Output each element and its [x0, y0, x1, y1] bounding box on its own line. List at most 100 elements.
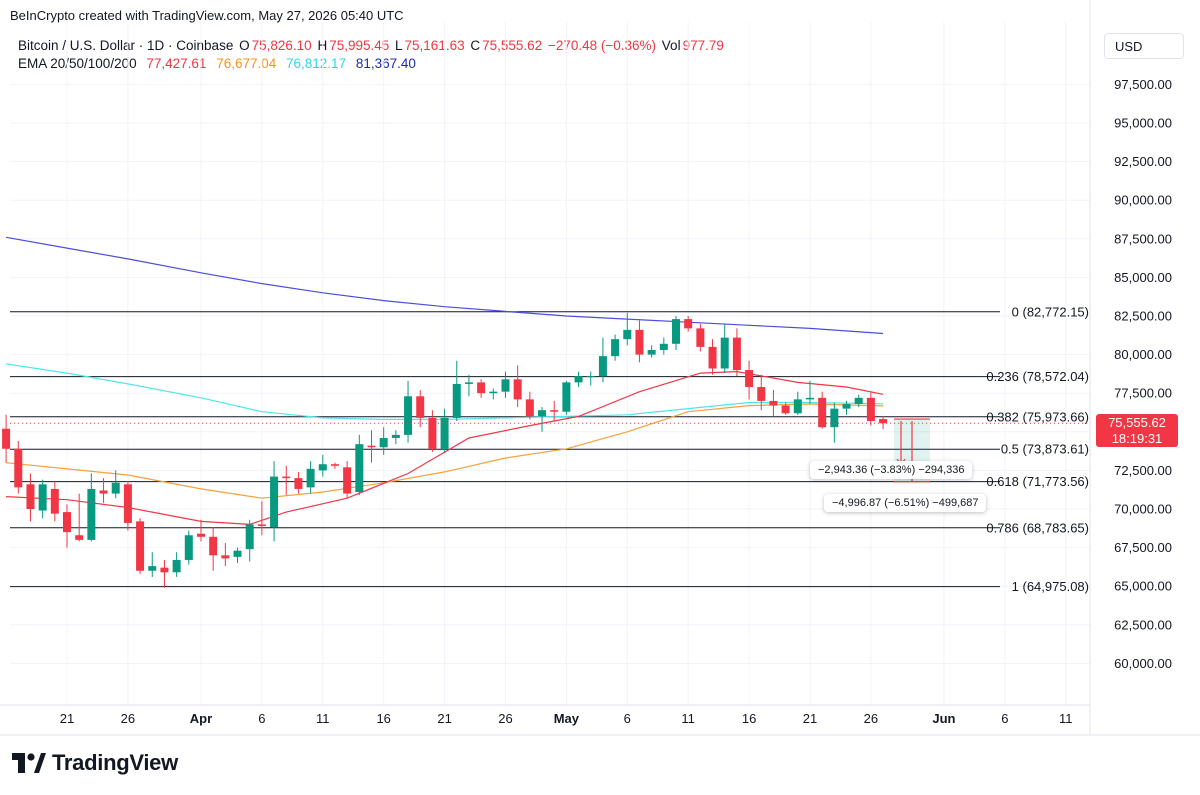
candle-body [87, 488, 96, 540]
y-axis-tick-label: 97,500.00 [1114, 77, 1172, 92]
y-axis-tick-label: 90,000.00 [1114, 193, 1172, 208]
candle-body [2, 428, 11, 449]
candle-body [525, 399, 534, 417]
candle-body [598, 356, 607, 377]
ema-label[interactable]: EMA 20/50/100/200 [18, 56, 137, 71]
high-value: 75,995.45 [329, 38, 390, 53]
candle-body [574, 376, 583, 383]
ema20-line [6, 370, 884, 526]
candle-body [696, 328, 705, 347]
symbol-title[interactable]: Bitcoin / U.S. Dollar · 1D · Coinbase [18, 38, 234, 53]
candle-body [805, 397, 814, 400]
candle-body [245, 524, 254, 550]
x-axis-tick-label: 26 [498, 711, 512, 726]
candle-body [136, 521, 145, 571]
candle-body [75, 535, 84, 540]
fib-level-label: 0.786 (68,783.65) [986, 520, 1089, 535]
candle-body [184, 535, 193, 560]
candle-body [123, 484, 132, 523]
candle-body [379, 437, 388, 448]
x-axis-tick-label: May [554, 711, 580, 726]
ema100-value: 76,812.17 [286, 56, 347, 71]
measure-label-long[interactable]: −4,996.87 (−6.51%) −499,687 [824, 494, 987, 512]
ema200-line [5, 236, 884, 335]
y-axis-tick-label: 95,000.00 [1114, 116, 1172, 131]
x-axis-tick-label: 21 [60, 711, 74, 726]
candle-body [99, 490, 108, 494]
x-axis-tick-label: 21 [803, 711, 817, 726]
candle-body [708, 346, 717, 369]
y-axis-tick-label: 60,000.00 [1114, 656, 1172, 671]
candle-body [501, 379, 510, 392]
y-axis-tick-label: 72,500.00 [1114, 463, 1172, 478]
candle-body [550, 410, 559, 412]
x-axis-tick-label: 26 [864, 711, 878, 726]
candle-body [538, 410, 547, 417]
candle-body [330, 464, 339, 466]
y-axis-tick-label: 80,000.00 [1114, 347, 1172, 362]
candle-body [611, 339, 620, 357]
candle-body [672, 319, 680, 344]
candle-body [160, 567, 169, 573]
candle-body [720, 337, 729, 369]
candle-body [294, 478, 303, 489]
x-axis-tick-label: 6 [1001, 711, 1008, 726]
y-axis-tick-label: 77,500.00 [1114, 386, 1172, 401]
low-value: 75,161.63 [404, 38, 465, 53]
candle-body [635, 329, 644, 355]
x-axis-tick-label: 11 [316, 711, 330, 726]
tradingview-logo-icon [12, 753, 46, 773]
bar-countdown: 18:19:31 [1111, 431, 1163, 446]
y-axis-tick-label: 67,500.00 [1114, 540, 1172, 555]
change-value: −270.48 (−0.36%) [547, 38, 657, 53]
candle-body [343, 467, 352, 494]
ema20-value: 77,427.61 [146, 56, 207, 71]
last-price-tag: 75,555.62 18:19:31 [1096, 414, 1178, 447]
candle-body [196, 533, 205, 537]
candle-body [14, 448, 23, 488]
low-label: L [395, 38, 403, 53]
candle-body [623, 329, 632, 340]
ema200-value: 81,367.40 [355, 56, 416, 71]
currency-button[interactable]: USD [1104, 33, 1184, 59]
candle-body [684, 319, 693, 329]
candle-body [842, 404, 851, 409]
candle-body [793, 399, 802, 414]
y-axis-tick-label: 85,000.00 [1114, 270, 1172, 285]
candle-body [440, 417, 449, 449]
candle-body [257, 524, 266, 526]
y-axis-tick-label: 87,500.00 [1114, 231, 1172, 246]
candle-body [270, 476, 279, 528]
brand-footer: TradingView [12, 750, 178, 776]
x-axis-tick-label: Jun [932, 711, 955, 726]
candle-body [452, 383, 461, 418]
ema50-value: 76,677.04 [216, 56, 277, 71]
fib-level-label: 0.618 (71,773.56) [986, 474, 1089, 489]
candle-body [513, 379, 522, 400]
candle-body [818, 397, 827, 428]
candle-body [879, 419, 888, 424]
fib-level-label: 0.5 (73,873.61) [1001, 442, 1089, 457]
candle-body [233, 550, 242, 557]
candle-body [282, 476, 291, 479]
candle-body [355, 444, 364, 493]
candle-body [221, 555, 230, 559]
vol-value: 977.79 [682, 38, 724, 53]
close-value: 75,555.62 [482, 38, 543, 53]
x-axis-tick-label: 16 [742, 711, 756, 726]
close-label: C [470, 38, 481, 53]
candle-body [38, 484, 47, 511]
candle-body [306, 468, 315, 488]
candle-body [318, 464, 327, 471]
vol-label: Vol [661, 38, 681, 53]
y-axis-tick-label: 62,500.00 [1114, 617, 1172, 632]
x-axis-tick-label: Apr [190, 711, 212, 726]
candle-body [781, 405, 790, 414]
candle-body [659, 343, 668, 350]
measure-label-short[interactable]: −2,943.36 (−3.83%) −294,336 [810, 461, 973, 479]
fib-level-label: 0.382 (75,973.66) [986, 409, 1089, 424]
x-axis-tick-label: 26 [121, 711, 135, 726]
x-axis-tick-label: 6 [624, 711, 631, 726]
